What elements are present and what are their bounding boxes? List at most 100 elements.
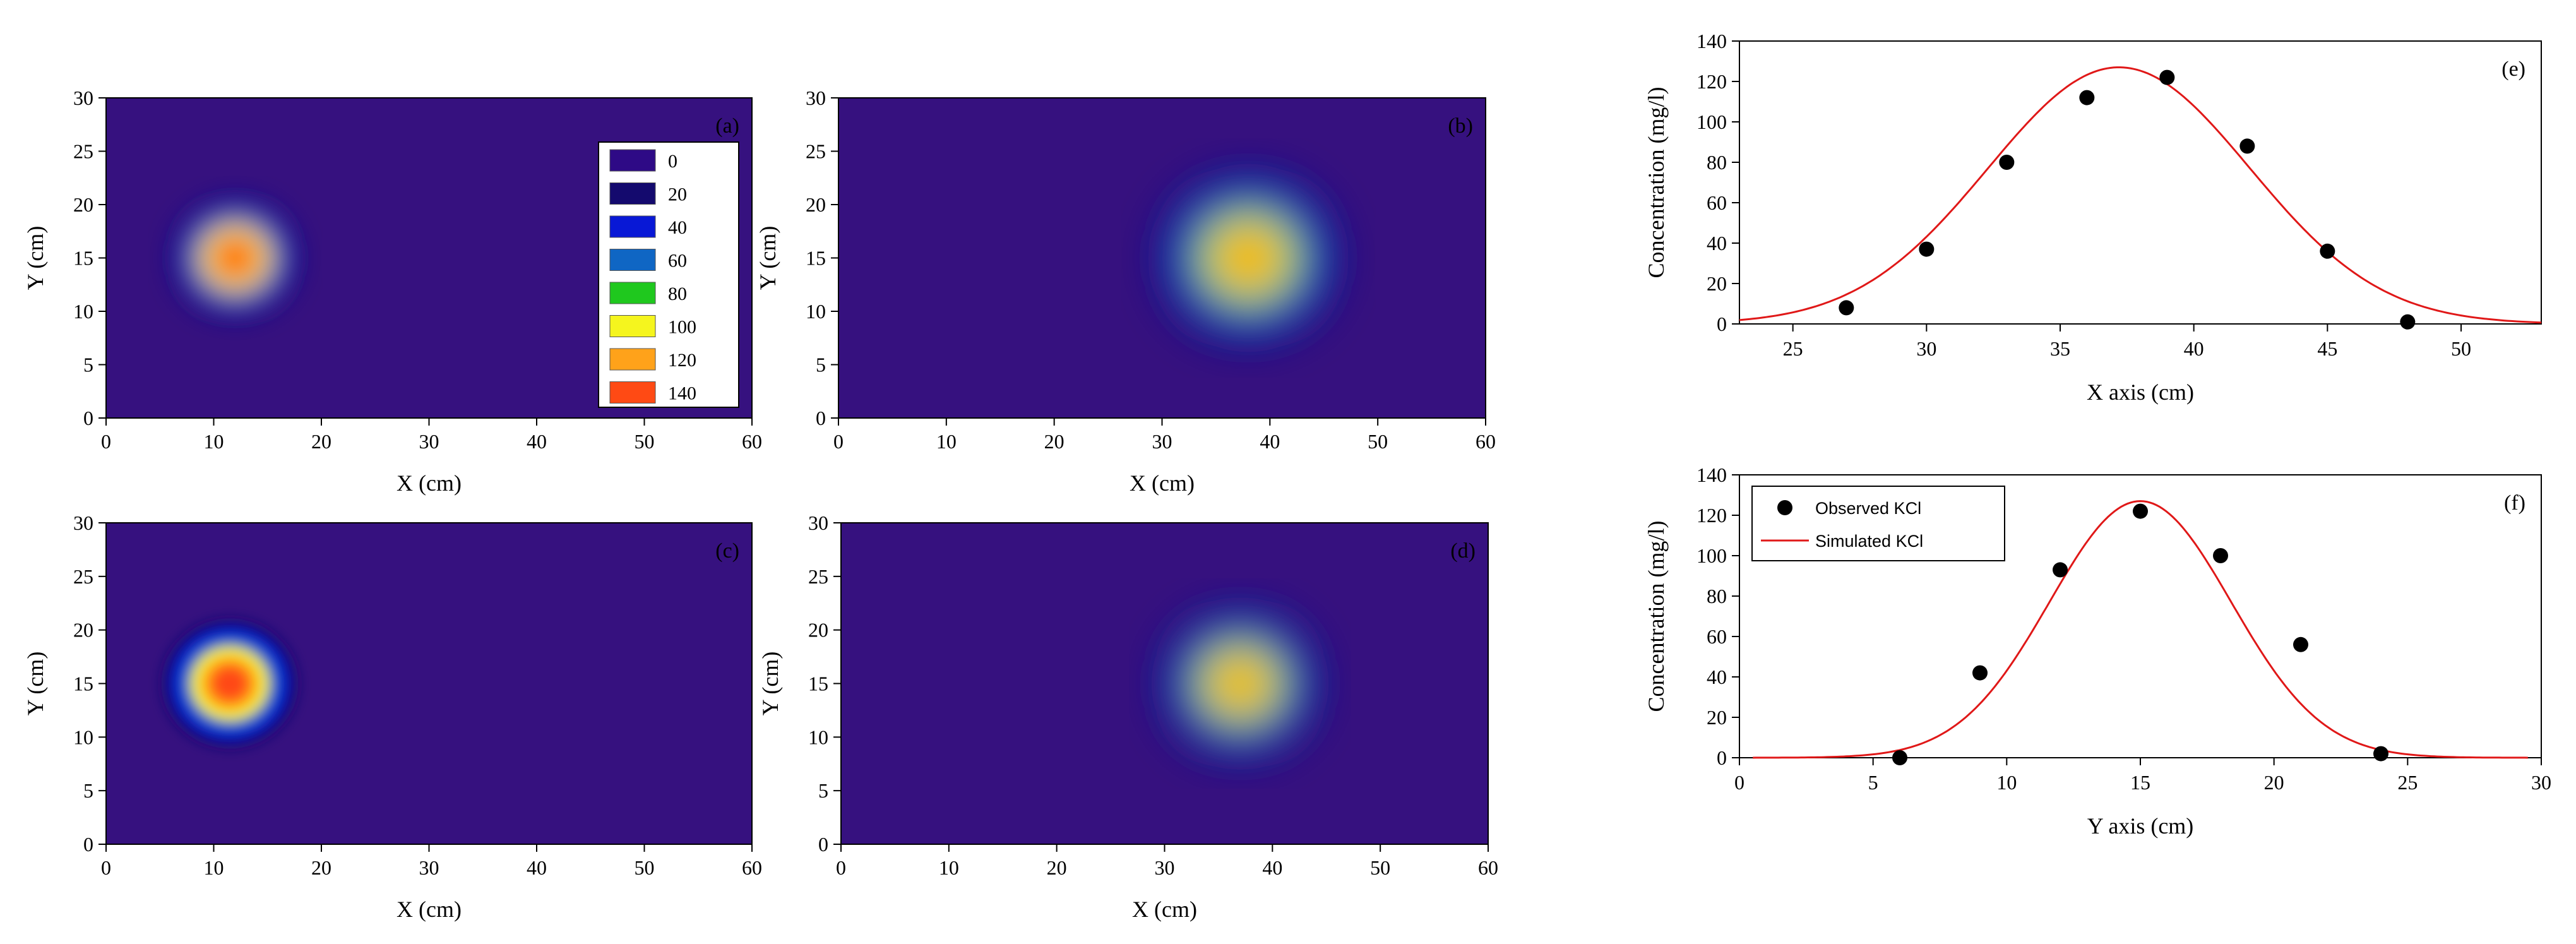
concentration-plume xyxy=(1160,608,1320,759)
x-tick-label: 30 xyxy=(1916,337,1936,360)
y-tick-label: 140 xyxy=(1696,30,1727,52)
observed-point xyxy=(2079,90,2095,105)
x-tick-label: 30 xyxy=(1155,856,1175,879)
plume-contours xyxy=(1157,172,1339,344)
x-tick-label: 50 xyxy=(2451,337,2471,360)
x-tick-label: 60 xyxy=(1476,430,1496,453)
y-tick-label: 0 xyxy=(1717,313,1727,335)
x-axis-label: X (cm) xyxy=(1130,470,1195,496)
legend-level-label: 40 xyxy=(668,217,687,238)
panel-label: (b) xyxy=(1448,114,1473,138)
x-axis-label: X axis (cm) xyxy=(2087,379,2194,405)
contour-level xyxy=(226,249,244,266)
heatmap-panel-a: 0 10 20 30 40 50 60 0 5 10 15 20 25 30 X (cm) Y (cm) (a)… xyxy=(23,87,762,496)
plume-contours xyxy=(1160,608,1320,759)
y-tick-label: 15 xyxy=(73,247,93,270)
y-axis-label: Y (cm) xyxy=(23,652,48,716)
x-tick-label: 60 xyxy=(742,856,762,879)
y-tick-label: 15 xyxy=(808,672,828,695)
profile-panel-f: 0 5 10 15 20 25 30 0 20 40 60 80 100 120 140 Y axis (cm… xyxy=(1643,463,2551,839)
y-axis-label: Concentration (mg/l) xyxy=(1643,87,1669,278)
legend-swatch xyxy=(609,348,656,371)
panel-label: (e) xyxy=(2501,57,2525,81)
x-axis-label: X (cm) xyxy=(1132,897,1197,922)
x-tick-label: 30 xyxy=(419,430,439,453)
y-tick-label: 10 xyxy=(73,300,93,323)
legend-swatch xyxy=(609,381,656,403)
legend-box xyxy=(1751,486,2005,561)
simulated-series-line xyxy=(1753,500,2528,759)
legend-simulated-label: Simulated KCl xyxy=(1815,532,1923,551)
concentration-plume xyxy=(173,199,298,317)
x-tick-label: 25 xyxy=(1783,337,1803,360)
y-tick-label: 15 xyxy=(73,672,93,695)
y-tick-label: 30 xyxy=(808,511,828,534)
x-tick-label: 0 xyxy=(101,430,111,453)
y-tick-label: 5 xyxy=(83,354,93,376)
legend-swatch xyxy=(609,282,656,304)
observed-point xyxy=(2213,548,2228,563)
x-axis-label: Y axis (cm) xyxy=(2087,813,2194,839)
x-tick-label: 10 xyxy=(204,856,224,879)
legend-swatch xyxy=(609,182,656,205)
y-tick-label: 60 xyxy=(1707,191,1727,214)
x-tick-label: 10 xyxy=(936,430,957,453)
y-tick-label: 30 xyxy=(806,87,826,109)
x-tick-label: 40 xyxy=(2184,337,2204,360)
y-axis-label: Y (cm) xyxy=(23,226,48,290)
legend-swatch xyxy=(609,149,656,172)
y-tick-label: 5 xyxy=(816,354,826,376)
legend-level-label: 120 xyxy=(668,350,696,371)
x-tick-label: 40 xyxy=(527,430,547,453)
plot-frame xyxy=(1739,40,2542,325)
profile-panel-e: 25 30 35 40 45 50 0 20 40 60 80 100 120 140 X axis (cm… xyxy=(1643,30,2542,405)
y-tick-label: 10 xyxy=(73,726,93,748)
x-tick-label: 0 xyxy=(833,430,844,453)
panel-label: (d) xyxy=(1450,539,1476,563)
x-tick-label: 30 xyxy=(2531,771,2551,794)
y-tick-label: 5 xyxy=(83,779,93,802)
x-tick-label: 60 xyxy=(742,430,762,453)
x-tick-label: 15 xyxy=(2130,771,2150,794)
x-tick-label: 25 xyxy=(2397,771,2418,794)
contour-level xyxy=(1235,246,1261,270)
y-tick-label: 0 xyxy=(83,407,93,429)
y-tick-label: 30 xyxy=(73,87,93,109)
observed-point xyxy=(1892,750,1907,765)
legend-observed-label: Observed KCl xyxy=(1815,499,1921,518)
x-tick-label: 40 xyxy=(1260,430,1280,453)
concentration-plume xyxy=(1157,172,1339,344)
legend-swatch xyxy=(609,215,656,238)
x-tick-label: 50 xyxy=(635,430,655,453)
observed-point xyxy=(1919,241,1935,257)
x-tick-label: 60 xyxy=(1478,856,1498,879)
y-tick-label: 25 xyxy=(808,565,828,588)
observed-point xyxy=(1972,665,1988,681)
y-tick-label: 0 xyxy=(83,833,93,856)
x-tick-label: 20 xyxy=(1047,856,1067,879)
x-tick-label: 10 xyxy=(939,856,959,879)
y-tick-label: 0 xyxy=(816,407,826,429)
y-tick-label: 140 xyxy=(1696,463,1727,486)
observed-point xyxy=(1839,300,1854,316)
x-tick-label: 20 xyxy=(2264,771,2284,794)
legend-level-label: 100 xyxy=(668,317,696,338)
y-axis-label: Y (cm) xyxy=(755,226,780,290)
y-tick-label: 0 xyxy=(1717,746,1727,769)
contour-level xyxy=(1229,672,1252,695)
y-tick-label: 10 xyxy=(808,726,828,748)
panel-label: (f) xyxy=(2504,491,2525,515)
y-tick-label: 20 xyxy=(1707,706,1727,729)
y-tick-label: 10 xyxy=(806,300,826,323)
x-tick-label: 50 xyxy=(1370,856,1390,879)
y-tick-label: 80 xyxy=(1707,151,1727,174)
legend-level-label: 140 xyxy=(668,383,696,404)
x-tick-label: 40 xyxy=(527,856,547,879)
legend-swatch xyxy=(609,249,656,271)
legend-swatch xyxy=(609,315,656,337)
y-tick-label: 5 xyxy=(818,779,828,802)
y-tick-label: 60 xyxy=(1707,625,1727,648)
x-tick-label: 20 xyxy=(1044,430,1064,453)
